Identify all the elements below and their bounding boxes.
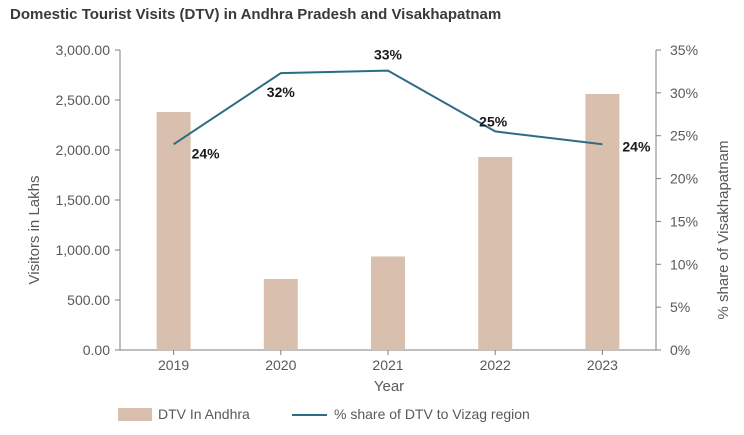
data-labels: 24% 32% 33% 25% 24% [192, 47, 651, 162]
y2-tick-label: 20% [670, 171, 698, 187]
x-tick-label: 2020 [265, 357, 296, 373]
y-tick-label: 2,500.00 [56, 92, 111, 108]
y2-tick-label: 25% [670, 128, 698, 144]
y2-tick-label: 15% [670, 213, 698, 229]
y2-tick-label: 30% [670, 85, 698, 101]
data-label: 32% [267, 84, 296, 100]
y-tick-label: 1,500.00 [56, 192, 111, 208]
legend-line-label: % share of DTV to Vizag region [334, 406, 530, 422]
bar [585, 94, 620, 350]
bar [478, 157, 513, 350]
legend-bar-label: DTV In Andhra [158, 406, 250, 422]
x-tick-label: 2023 [587, 357, 618, 373]
y2-tick-label: 5% [670, 299, 690, 315]
chart-title: Domestic Tourist Visits (DTV) in Andhra … [10, 6, 502, 23]
bar [156, 112, 191, 350]
data-label: 25% [479, 113, 508, 129]
y-axis-title: Visitors in Lakhs [26, 176, 43, 285]
bar [371, 256, 405, 350]
share-line-path [173, 69, 603, 146]
tick-labels: 0.00 500.00 1,000.00 1,500.00 2,000.00 2,500.… [56, 42, 699, 373]
y-tick-label: 3,000.00 [56, 42, 111, 58]
y-tick-label: 1,000.00 [56, 242, 111, 258]
data-label: 24% [622, 138, 651, 154]
bars [156, 94, 620, 350]
y2-tick-label: 10% [670, 256, 698, 272]
y-tick-label: 0.00 [83, 342, 110, 358]
x-tick-label: 2019 [158, 357, 189, 373]
bar [263, 279, 298, 350]
y2-tick-label: 35% [670, 42, 698, 58]
x-tick-label: 2022 [480, 357, 511, 373]
legend-bar-swatch [118, 408, 152, 421]
y2-axis-title: % share of Visakhapatnam [715, 141, 732, 320]
y-tick-label: 500.00 [67, 292, 110, 308]
y-tick-label: 2,000.00 [56, 142, 111, 158]
data-label: 33% [374, 47, 403, 63]
share-line [173, 69, 603, 146]
legend: DTV In Andhra % share of DTV to Vizag re… [118, 406, 530, 422]
x-axis-title: Year [374, 378, 404, 395]
x-tick-label: 2021 [372, 357, 403, 373]
data-label: 24% [192, 145, 221, 161]
y2-tick-label: 0% [670, 342, 690, 358]
